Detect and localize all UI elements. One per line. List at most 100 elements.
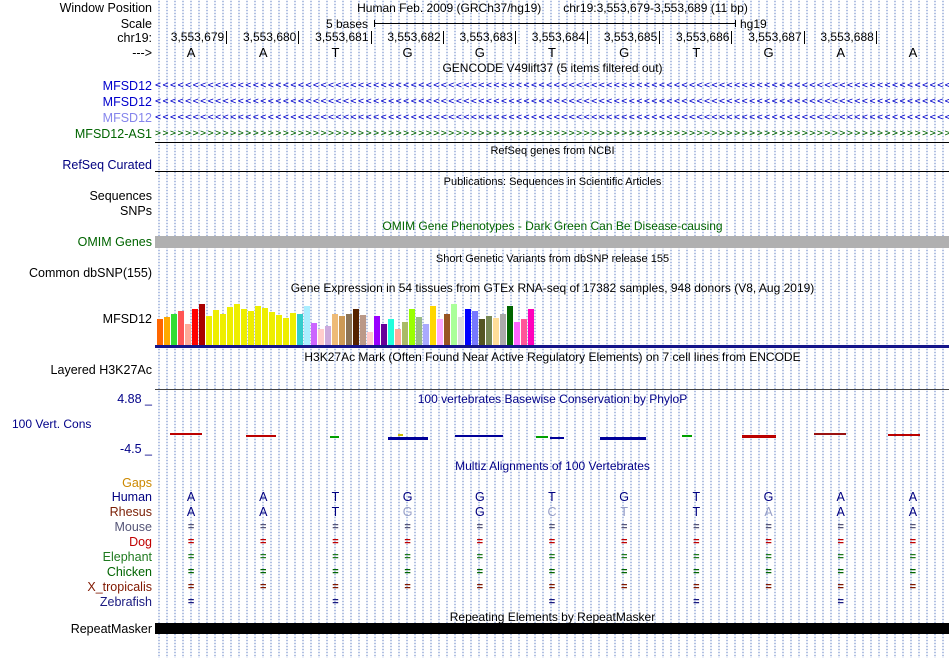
gtex-expression-bar — [353, 309, 359, 345]
sequences-label-row: Sequences — [0, 188, 950, 203]
alignment-gap-mark: = — [693, 536, 700, 548]
gtex-expression-bar — [339, 316, 345, 345]
species-label-zebrafish[interactable]: Zebrafish — [99, 595, 152, 609]
alignment-base: A — [186, 505, 196, 519]
gtex-expression-bar — [367, 332, 373, 345]
publications-title[interactable]: Publications: Sequences in Scientific Ar… — [443, 176, 662, 188]
alignment-gap-mark: = — [909, 551, 917, 563]
conservation-title[interactable]: 100 vertebrates Basewise Conservation by… — [417, 392, 688, 406]
sequences-track[interactable] — [155, 189, 950, 202]
alignment-chicken[interactable]: = = = = = = = = = = = — [155, 565, 950, 579]
alignment-gap-mark: = — [260, 521, 267, 533]
omim-title-row: OMIM Gene Phenotypes - Dark Green Can Be… — [0, 219, 950, 233]
alignment-base: A — [259, 490, 268, 504]
gtex-expression-bar — [325, 326, 331, 345]
refseq-track[interactable] — [155, 158, 950, 171]
coordinates-row: chr19: 3,553,679 3,553,680 3,553,681 3,553,… — [0, 31, 950, 45]
gencode-title[interactable]: GENCODE V49lift37 (5 items filtered out) — [442, 61, 663, 75]
track-label-refseq-curated[interactable]: RefSeq Curated — [62, 157, 152, 172]
dbsnp-title[interactable]: Short Genetic Variants from dbSNP releas… — [435, 253, 670, 265]
alignment-x_tropicalis[interactable]: = = = = = = = = = = = — [155, 580, 950, 594]
alignment-gap-mark: = — [404, 551, 411, 563]
alignment-dog[interactable]: = = = = = = = = = = = — [155, 535, 950, 549]
alignment-base: G — [619, 490, 630, 504]
gencode-transcript[interactable]: <<<<<<<<<<<<<<<<<<<<<<<<<<<<<<<<<<<<<<<<… — [155, 95, 950, 109]
gtex-expression-bar — [465, 309, 471, 345]
track-label-mfsd12[interactable]: MFSD12 — [102, 111, 152, 125]
gencode-transcript[interactable]: <<<<<<<<<<<<<<<<<<<<<<<<<<<<<<<<<<<<<<<<… — [155, 111, 950, 125]
phylop-signal-mark — [600, 437, 646, 440]
coordinate-label: 3,553,680 — [227, 31, 300, 44]
window-position-label: Window Position — [59, 0, 152, 15]
conservation-header-row: 4.88 _ 100 vertebrates Basewise Conserva… — [0, 392, 950, 407]
alignment-zebrafish[interactable]: = = = = = — [155, 595, 950, 609]
refseq-title[interactable]: RefSeq genes from NCBI — [490, 145, 615, 157]
species-label-x_tropicalis[interactable]: X_tropicalis — [87, 580, 152, 594]
alignment-elephant[interactable]: = = = = = = = = = = = — [155, 550, 950, 564]
gtex-expression-bar — [157, 319, 163, 345]
track-label-100-vert-cons[interactable]: 100 Vert. Cons — [12, 417, 92, 431]
species-label-chicken[interactable]: Chicken — [106, 565, 152, 579]
dbsnp-track[interactable] — [155, 266, 950, 279]
repeatmasker-element-bar[interactable] — [155, 623, 949, 634]
track-label-mfsd12[interactable]: MFSD12 — [102, 79, 152, 93]
multiz-row-zebrafish: Zebrafish = = = = = — [0, 595, 950, 609]
track-label-sequences[interactable]: Sequences — [89, 188, 152, 203]
h3k27ac-title[interactable]: H3K27Ac Mark (Often Found Near Active Re… — [304, 350, 801, 364]
gtex-expression-bar — [192, 309, 198, 345]
alignment-gap-mark: = — [332, 551, 339, 563]
track-label-layered-h3k27ac[interactable]: Layered H3K27Ac — [50, 362, 152, 377]
gtex-expression-bar — [486, 316, 492, 345]
snps-track[interactable] — [155, 204, 950, 217]
gtex-expression-bar — [493, 318, 499, 345]
track-label-common-dbsnp[interactable]: Common dbSNP(155) — [29, 265, 152, 280]
gencode-track-row: MFSD12 <<<<<<<<<<<<<<<<<<<<<<<<<<<<<<<<<<… — [0, 79, 950, 93]
omim-gene-bar[interactable] — [155, 236, 949, 248]
alignment-base: G — [474, 490, 485, 504]
omim-title[interactable]: OMIM Gene Phenotypes - Dark Green Can Be… — [382, 219, 723, 233]
gtex-title[interactable]: Gene Expression in 54 tissues from GTEx … — [290, 281, 815, 295]
gtex-expression-chart[interactable] — [155, 296, 949, 345]
alignment-gap-mark: = — [476, 521, 484, 533]
alignment-gap-mark: = — [620, 551, 628, 563]
gtex-expression-bar — [521, 319, 527, 345]
species-label-human[interactable]: Human — [111, 490, 152, 504]
gtex-expression-bar — [248, 311, 254, 345]
species-label-gaps[interactable]: Gaps — [122, 476, 152, 490]
track-label-snps[interactable]: SNPs — [120, 203, 152, 218]
alignment-gaps[interactable] — [155, 476, 950, 490]
species-label-mouse[interactable]: Mouse — [114, 520, 152, 534]
species-label-rhesus[interactable]: Rhesus — [109, 505, 152, 519]
alignment-gap-mark: = — [620, 521, 628, 533]
gtex-expression-bar — [185, 324, 191, 345]
repeatmasker-title[interactable]: Repeating Elements by RepeatMasker — [449, 610, 656, 624]
alignment-mouse[interactable]: = = = = = = = = = = = — [155, 520, 950, 534]
ruler-base: T — [331, 45, 340, 60]
omim-bar-row: OMIM Genes — [0, 235, 950, 249]
gencode-transcript[interactable]: <<<<<<<<<<<<<<<<<<<<<<<<<<<<<<<<<<<<<<<<… — [155, 79, 950, 93]
refseq-title-row: RefSeq genes from NCBI — [0, 145, 950, 157]
strand-arrows: <<<<<<<<<<<<<<<<<<<<<<<<<<<<<<<<<<<<<<<<… — [155, 96, 949, 107]
species-label-elephant[interactable]: Elephant — [102, 550, 152, 564]
phylop-signal-mark — [742, 435, 776, 438]
track-label-omim-genes[interactable]: OMIM Genes — [77, 235, 152, 249]
gencode-transcript[interactable]: >>>>>>>>>>>>>>>>>>>>>>>>>>>>>>>>>>>>>>>>… — [155, 127, 950, 141]
track-label-mfsd12-as1[interactable]: MFSD12-AS1 — [74, 127, 152, 141]
gtex-expression-bar — [514, 322, 520, 345]
track-label-gtex-mfsd12[interactable]: MFSD12 — [102, 312, 152, 326]
gtex-expression-bar — [444, 314, 450, 345]
ruler-base: A — [258, 45, 268, 60]
alignment-gap-mark: = — [693, 551, 700, 563]
gencode-track-row: MFSD12-AS1 >>>>>>>>>>>>>>>>>>>>>>>>>>>>>>… — [0, 127, 950, 141]
gtex-expression-bar — [395, 329, 401, 345]
h3k27ac-track[interactable] — [155, 363, 950, 376]
multiz-title[interactable]: Multiz Alignments of 100 Vertebrates — [455, 459, 650, 473]
phylop-signal-track[interactable] — [155, 405, 949, 455]
track-label-mfsd12[interactable]: MFSD12 — [102, 95, 152, 109]
track-label-repeatmasker[interactable]: RepeatMasker — [70, 622, 152, 636]
ruler-base: A — [908, 45, 918, 60]
species-label-dog[interactable]: Dog — [129, 535, 152, 549]
